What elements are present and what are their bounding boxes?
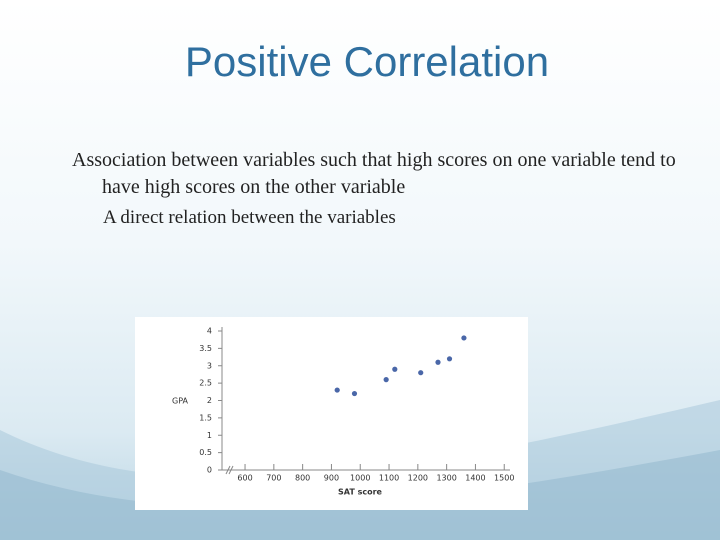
x-tick-label: 1500 [494,474,514,483]
point [418,370,424,376]
point [383,377,389,383]
x-tick-label: 1200 [408,474,428,483]
x-tick-label: 900 [324,474,339,483]
point [392,366,398,372]
y-tick-label: 2 [207,396,212,405]
point [334,387,340,393]
x-tick-label: 600 [237,474,252,483]
point [435,359,441,365]
x-tick-label: 700 [266,474,281,483]
y-tick-label: 3.5 [199,344,212,353]
x-tick-label: 1400 [465,474,485,483]
y-tick-label: 0.5 [199,448,212,457]
bullet: Association between variables such that … [72,149,676,198]
y-tick-label: 3 [207,361,212,370]
point [461,335,467,341]
y-tick-label: 4 [207,327,212,336]
point [351,390,358,397]
x-axis-label: SAT score [338,488,383,497]
y-tick-label: 1 [207,431,212,440]
x-tick-label: 1000 [350,474,370,483]
y-tick-label: 1.5 [199,413,212,422]
sub-bullet: A direct relation between the variables [103,207,396,228]
slide-title: Positive Correlation [184,38,550,85]
y-tick-label: 2.5 [199,379,212,388]
x-tick-label: 1100 [379,474,399,483]
point [446,356,453,362]
x-tick-label: 800 [295,474,310,483]
chart-background [135,317,528,510]
x-tick-label: 1300 [436,474,456,483]
y-axis-label: GPA [172,397,189,406]
axis-break [225,465,234,475]
y-tick-label: 0 [207,466,212,475]
